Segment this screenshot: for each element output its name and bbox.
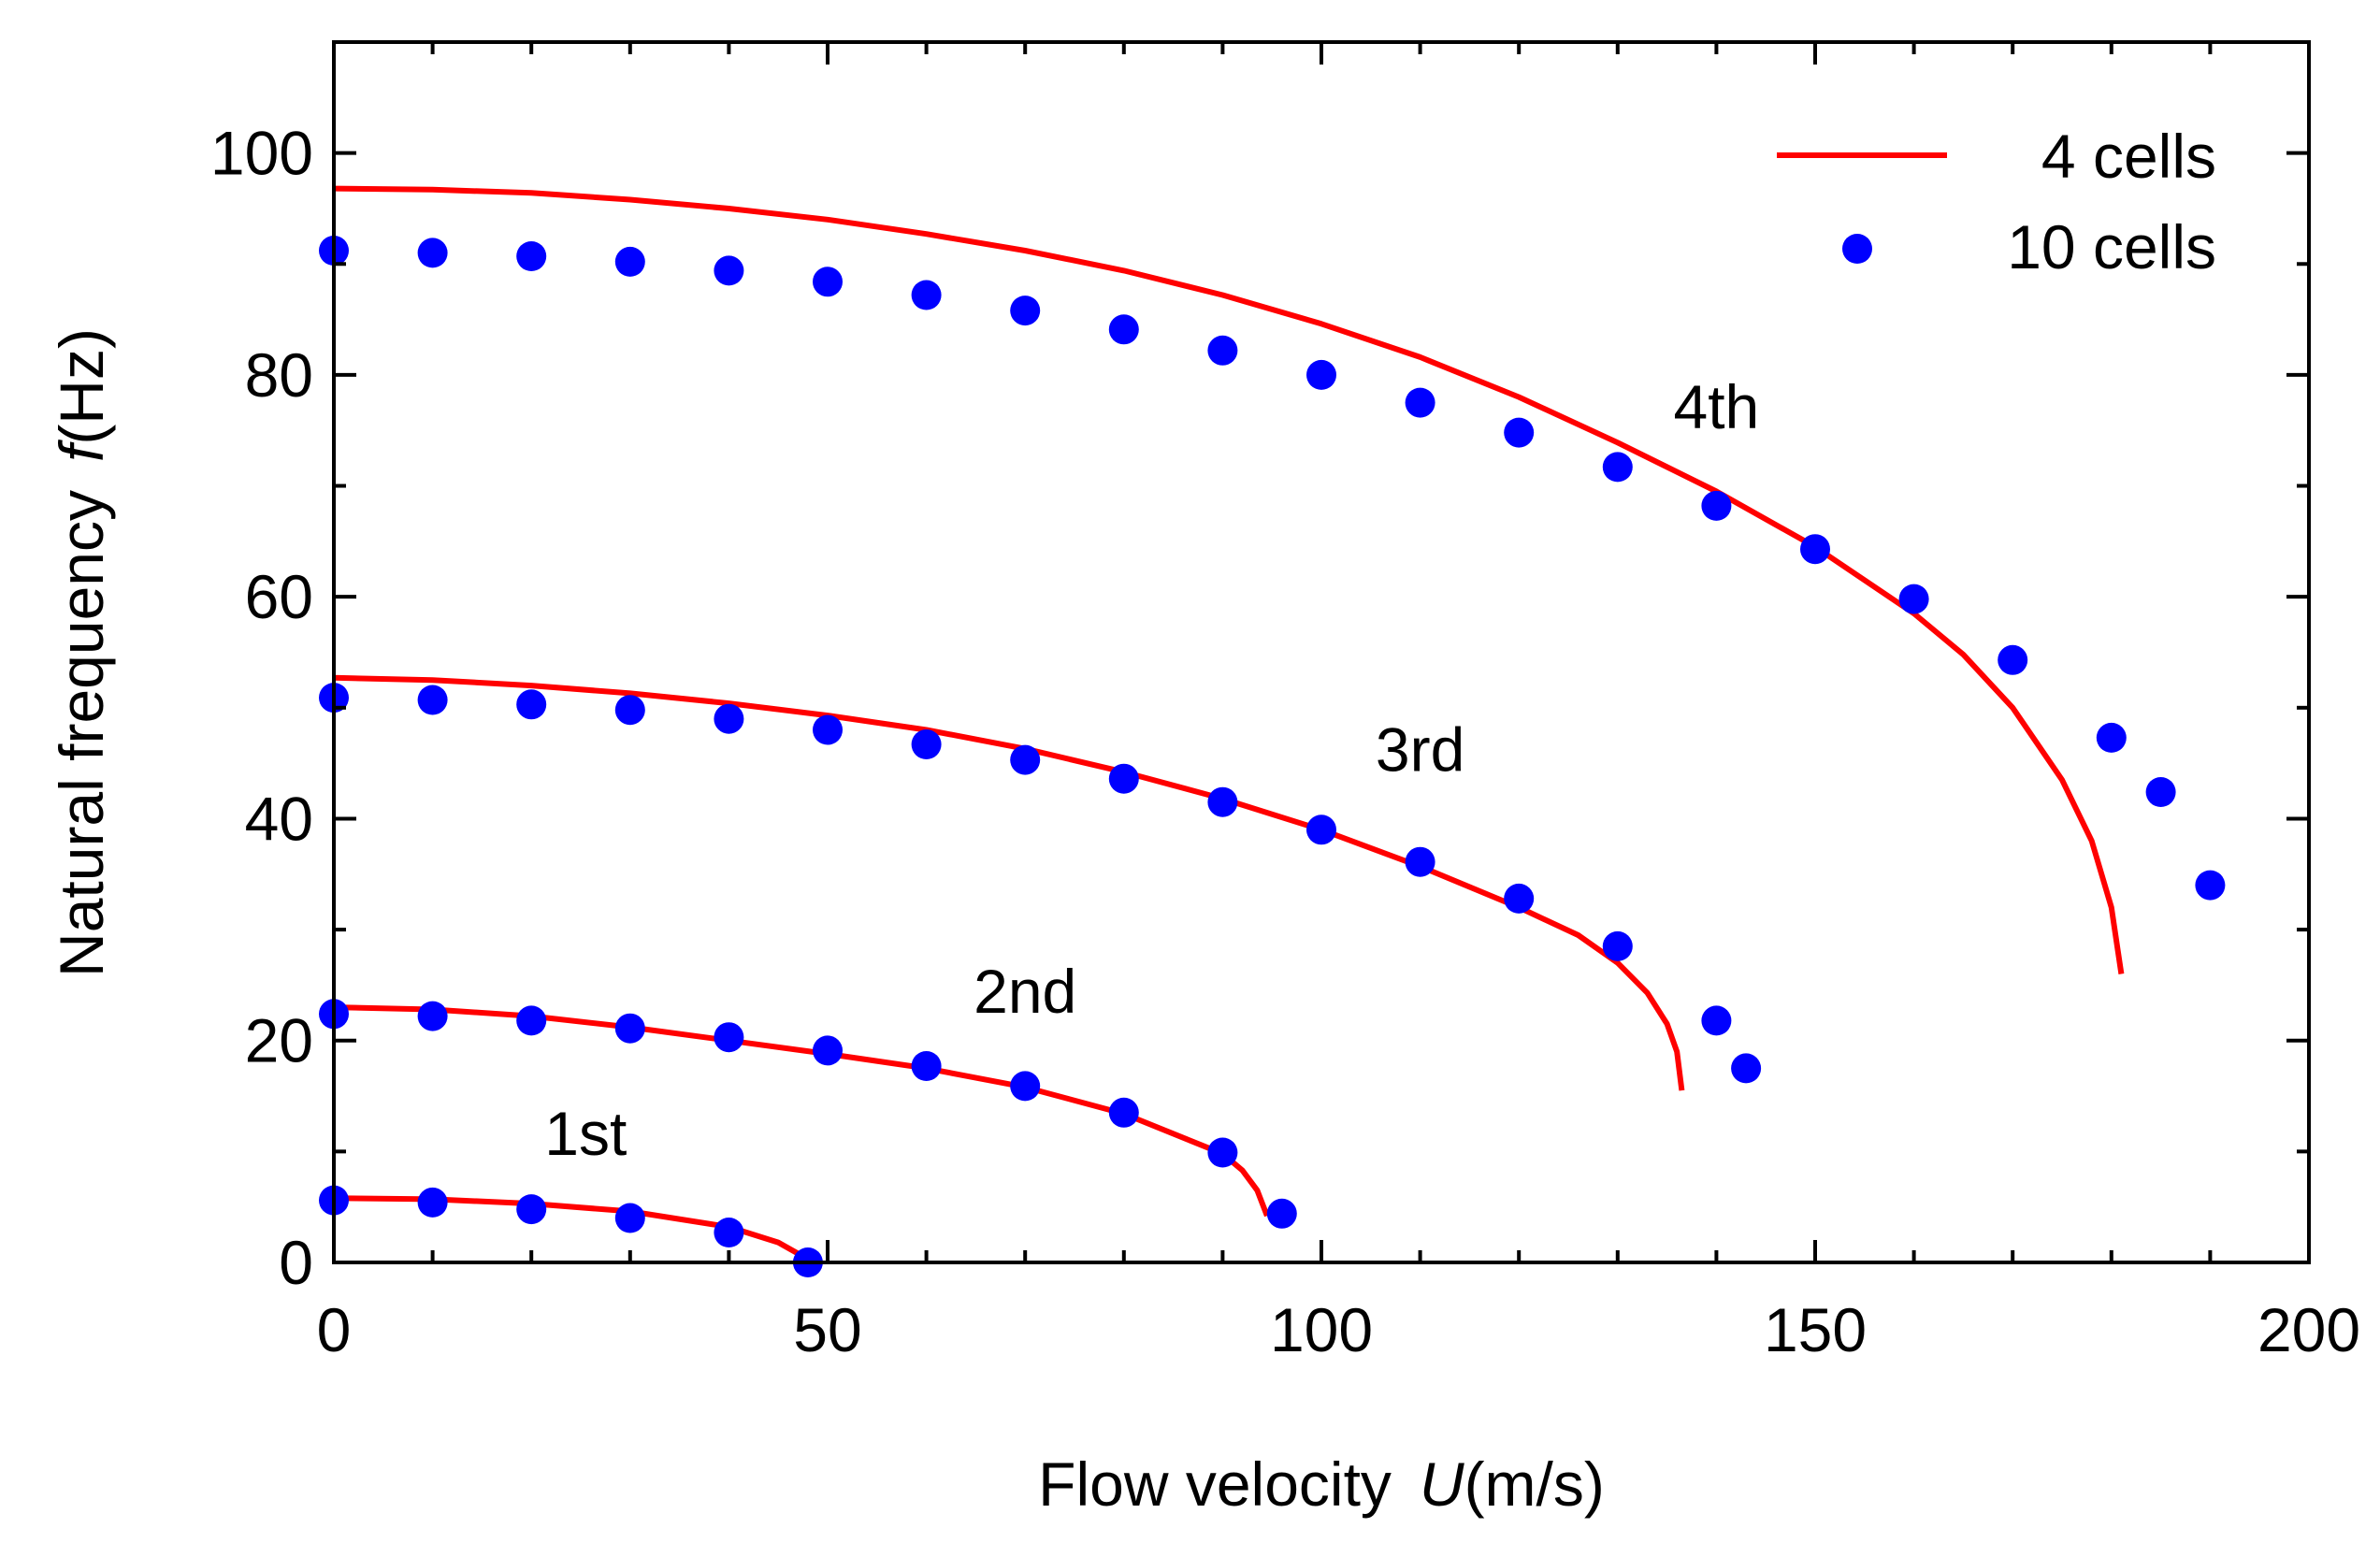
x-tick-label: 100	[1270, 1295, 1373, 1364]
dot-10-cells-mode-3rd	[516, 689, 547, 720]
dot-10-cells-mode-3rd	[714, 703, 744, 734]
dot-10-cells-mode-4th	[1504, 417, 1535, 448]
dot-10-cells-mode-4th	[911, 280, 942, 310]
dot-10-cells-mode-4th	[714, 255, 744, 286]
dot-10-cells-mode-2nd	[516, 1005, 547, 1036]
dot-10-cells-mode-4th	[1405, 387, 1435, 418]
dot-10-cells-mode-2nd	[714, 1022, 744, 1053]
plot-frame	[332, 40, 2311, 1264]
legend-label-10-cells: 10 cells	[2007, 212, 2216, 281]
mode-label-3rd: 3rd	[1376, 714, 1464, 784]
dot-10-cells-mode-4th	[417, 238, 448, 268]
dot-10-cells-mode-4th	[1207, 335, 1238, 366]
dot-10-cells-mode-2nd	[1010, 1071, 1041, 1102]
dot-10-cells-mode-3rd	[911, 729, 942, 759]
x-axis-variable: U	[1420, 1449, 1464, 1519]
legend-dot-swatch	[1842, 234, 1872, 264]
dot-10-cells-mode-2nd	[911, 1051, 942, 1081]
dot-10-cells-mode-3rd	[614, 695, 645, 726]
legend-label-4-cells: 4 cells	[2041, 122, 2216, 191]
x-tick-label: 200	[2257, 1295, 2360, 1364]
dot-10-cells-mode-2nd	[1207, 1137, 1238, 1168]
dot-10-cells-mode-1st	[417, 1187, 448, 1218]
mode-label-4th: 4th	[1674, 372, 1760, 441]
dot-10-cells-mode-3rd	[1731, 1053, 1762, 1084]
dot-10-cells-mode-4th	[1306, 359, 1336, 390]
x-tick-label: 150	[1764, 1295, 1867, 1364]
y-tick-label: 100	[210, 119, 313, 188]
mode-label-2nd: 2nd	[974, 957, 1076, 1026]
dot-10-cells-mode-4th	[1898, 584, 1929, 614]
y-tick-label: 20	[245, 1006, 313, 1075]
y-axis-title-prefix: Natural frequency	[47, 490, 116, 977]
annotations-layer: 1st 2nd 3rd 4th	[544, 372, 1759, 1168]
y-tick-label: 0	[279, 1228, 313, 1297]
dot-10-cells-mode-4th	[2096, 722, 2127, 753]
dot-10-cells-mode-4th	[1701, 490, 1732, 521]
dot-10-cells-mode-1st	[516, 1194, 547, 1225]
dot-10-cells-mode-4th	[813, 267, 843, 297]
dot-10-cells-mode-4th	[1800, 534, 1830, 565]
x-axis-title-prefix: Flow velocity	[1038, 1449, 1392, 1519]
dot-10-cells-mode-4th	[1602, 452, 1633, 483]
curve-4-cells-mode-4th	[333, 185, 2125, 974]
mode-label-1st: 1st	[544, 1099, 627, 1168]
y-tick-label: 60	[245, 562, 313, 631]
dot-10-cells-mode-4th	[1010, 296, 1041, 326]
x-tick-label: 50	[793, 1295, 861, 1364]
dot-10-cells-mode-3rd	[1207, 786, 1238, 817]
dot-10-cells-mode-4th	[2145, 777, 2176, 807]
legend: 4 cells 10 cells	[1777, 122, 2216, 281]
dot-10-cells-mode-2nd	[614, 1013, 645, 1044]
dot-10-cells-mode-3rd	[1010, 744, 1041, 775]
y-axis-unit: (Hz)	[47, 328, 116, 445]
dot-10-cells-mode-4th	[516, 241, 547, 271]
dot-10-cells-mode-3rd	[1504, 883, 1535, 914]
dot-10-cells-mode-2nd	[417, 1001, 448, 1031]
dot-10-cells-mode-4th	[1108, 314, 1139, 345]
y-tick-label: 80	[245, 340, 313, 410]
x-axis-title: Flow velocity U(m/s)	[1038, 1449, 1605, 1519]
dot-10-cells-mode-1st	[714, 1218, 744, 1247]
x-axis-unit: (m/s)	[1464, 1449, 1605, 1519]
dot-10-cells-mode-2nd	[1108, 1097, 1139, 1128]
dot-10-cells-mode-3rd	[1602, 930, 1633, 961]
dot-10-cells-mode-3rd	[813, 714, 843, 745]
dot-10-cells-mode-4th	[614, 246, 645, 277]
y-axis-title: Natural frequencyf(Hz)	[47, 328, 116, 977]
dot-10-cells-mode-4th	[1998, 644, 2028, 675]
dot-10-cells-mode-3rd	[1108, 763, 1139, 794]
dots-layer	[319, 236, 2226, 1277]
dot-10-cells-mode-3rd	[1306, 815, 1336, 845]
tick-labels-layer: 0 50 100 150 200 0 20 40 60 80 100	[210, 119, 2360, 1364]
curve-4-cells-mode-1st	[333, 1195, 810, 1265]
dot-10-cells-mode-3rd	[1701, 1005, 1732, 1036]
dot-10-cells-mode-2nd	[813, 1035, 843, 1066]
dot-10-cells-mode-2nd	[1266, 1198, 1297, 1229]
y-tick-label: 40	[245, 784, 313, 853]
dot-10-cells-mode-3rd	[417, 685, 448, 715]
dot-10-cells-mode-1st	[614, 1203, 645, 1233]
x-tick-label: 0	[317, 1295, 352, 1364]
dot-10-cells-mode-4th	[2195, 870, 2226, 901]
dot-10-cells-mode-3rd	[1405, 846, 1435, 877]
